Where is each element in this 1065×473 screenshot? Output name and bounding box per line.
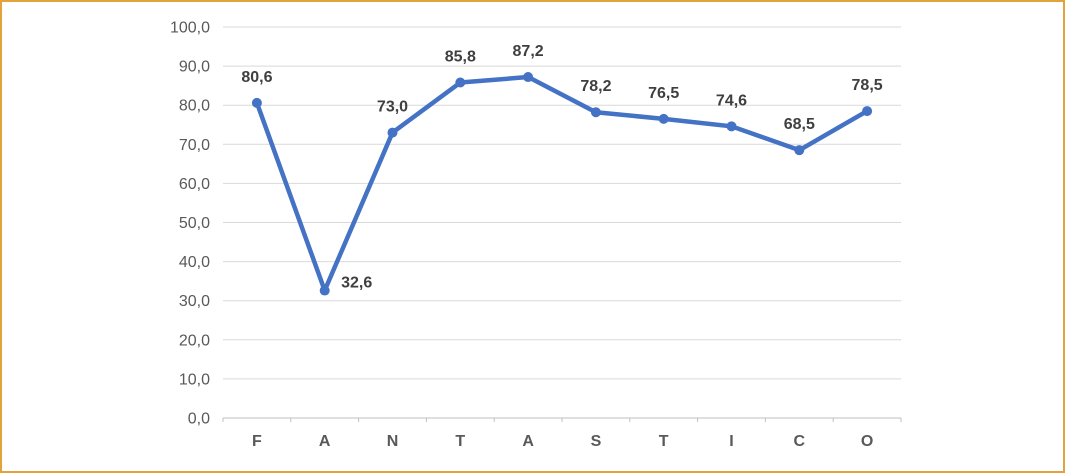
y-tick-label: 40,0 [179,254,210,271]
x-category-label: N [387,433,399,450]
x-category-label: O [861,433,873,450]
y-tick-label: 30,0 [179,293,210,310]
x-category-label: S [591,433,602,450]
x-category-label: T [659,433,669,450]
y-tick-label: 10,0 [179,371,210,388]
y-tick-label: 0,0 [188,411,210,428]
y-tick-label: 70,0 [179,137,210,154]
data-point-marker [251,97,262,108]
data-point-marker [590,107,601,118]
x-category-label: F [252,433,262,450]
data-point-marker [794,145,805,156]
y-tick-label: 50,0 [179,215,210,232]
x-category-label: I [729,433,733,450]
data-label: 32,6 [341,275,372,292]
data-point-marker [523,72,534,83]
data-label: 78,5 [852,77,883,94]
y-tick-label: 80,0 [179,98,210,115]
data-label: 74,6 [716,92,747,109]
data-label: 87,2 [513,43,544,60]
data-label: 78,2 [580,78,611,95]
data-point-marker [319,285,330,296]
y-tick-label: 60,0 [179,176,210,193]
x-category-label: T [455,433,465,450]
x-category-label: C [794,433,806,450]
data-point-marker [862,106,873,117]
data-point-marker [726,121,737,132]
data-point-marker [455,77,466,88]
y-tick-label: 100,0 [170,20,210,37]
series-line [254,74,870,293]
data-label: 76,5 [648,85,679,102]
y-tick-label: 20,0 [179,332,210,349]
y-tick-label: 90,0 [179,59,210,76]
data-point-marker [658,113,669,124]
data-label: 73,0 [377,99,408,116]
data-label: 85,8 [445,49,476,66]
data-label: 68,5 [784,116,815,133]
x-category-label: A [522,433,534,450]
data-label: 80,6 [241,69,272,86]
data-point-marker [387,127,398,138]
x-category-label: A [319,433,331,450]
